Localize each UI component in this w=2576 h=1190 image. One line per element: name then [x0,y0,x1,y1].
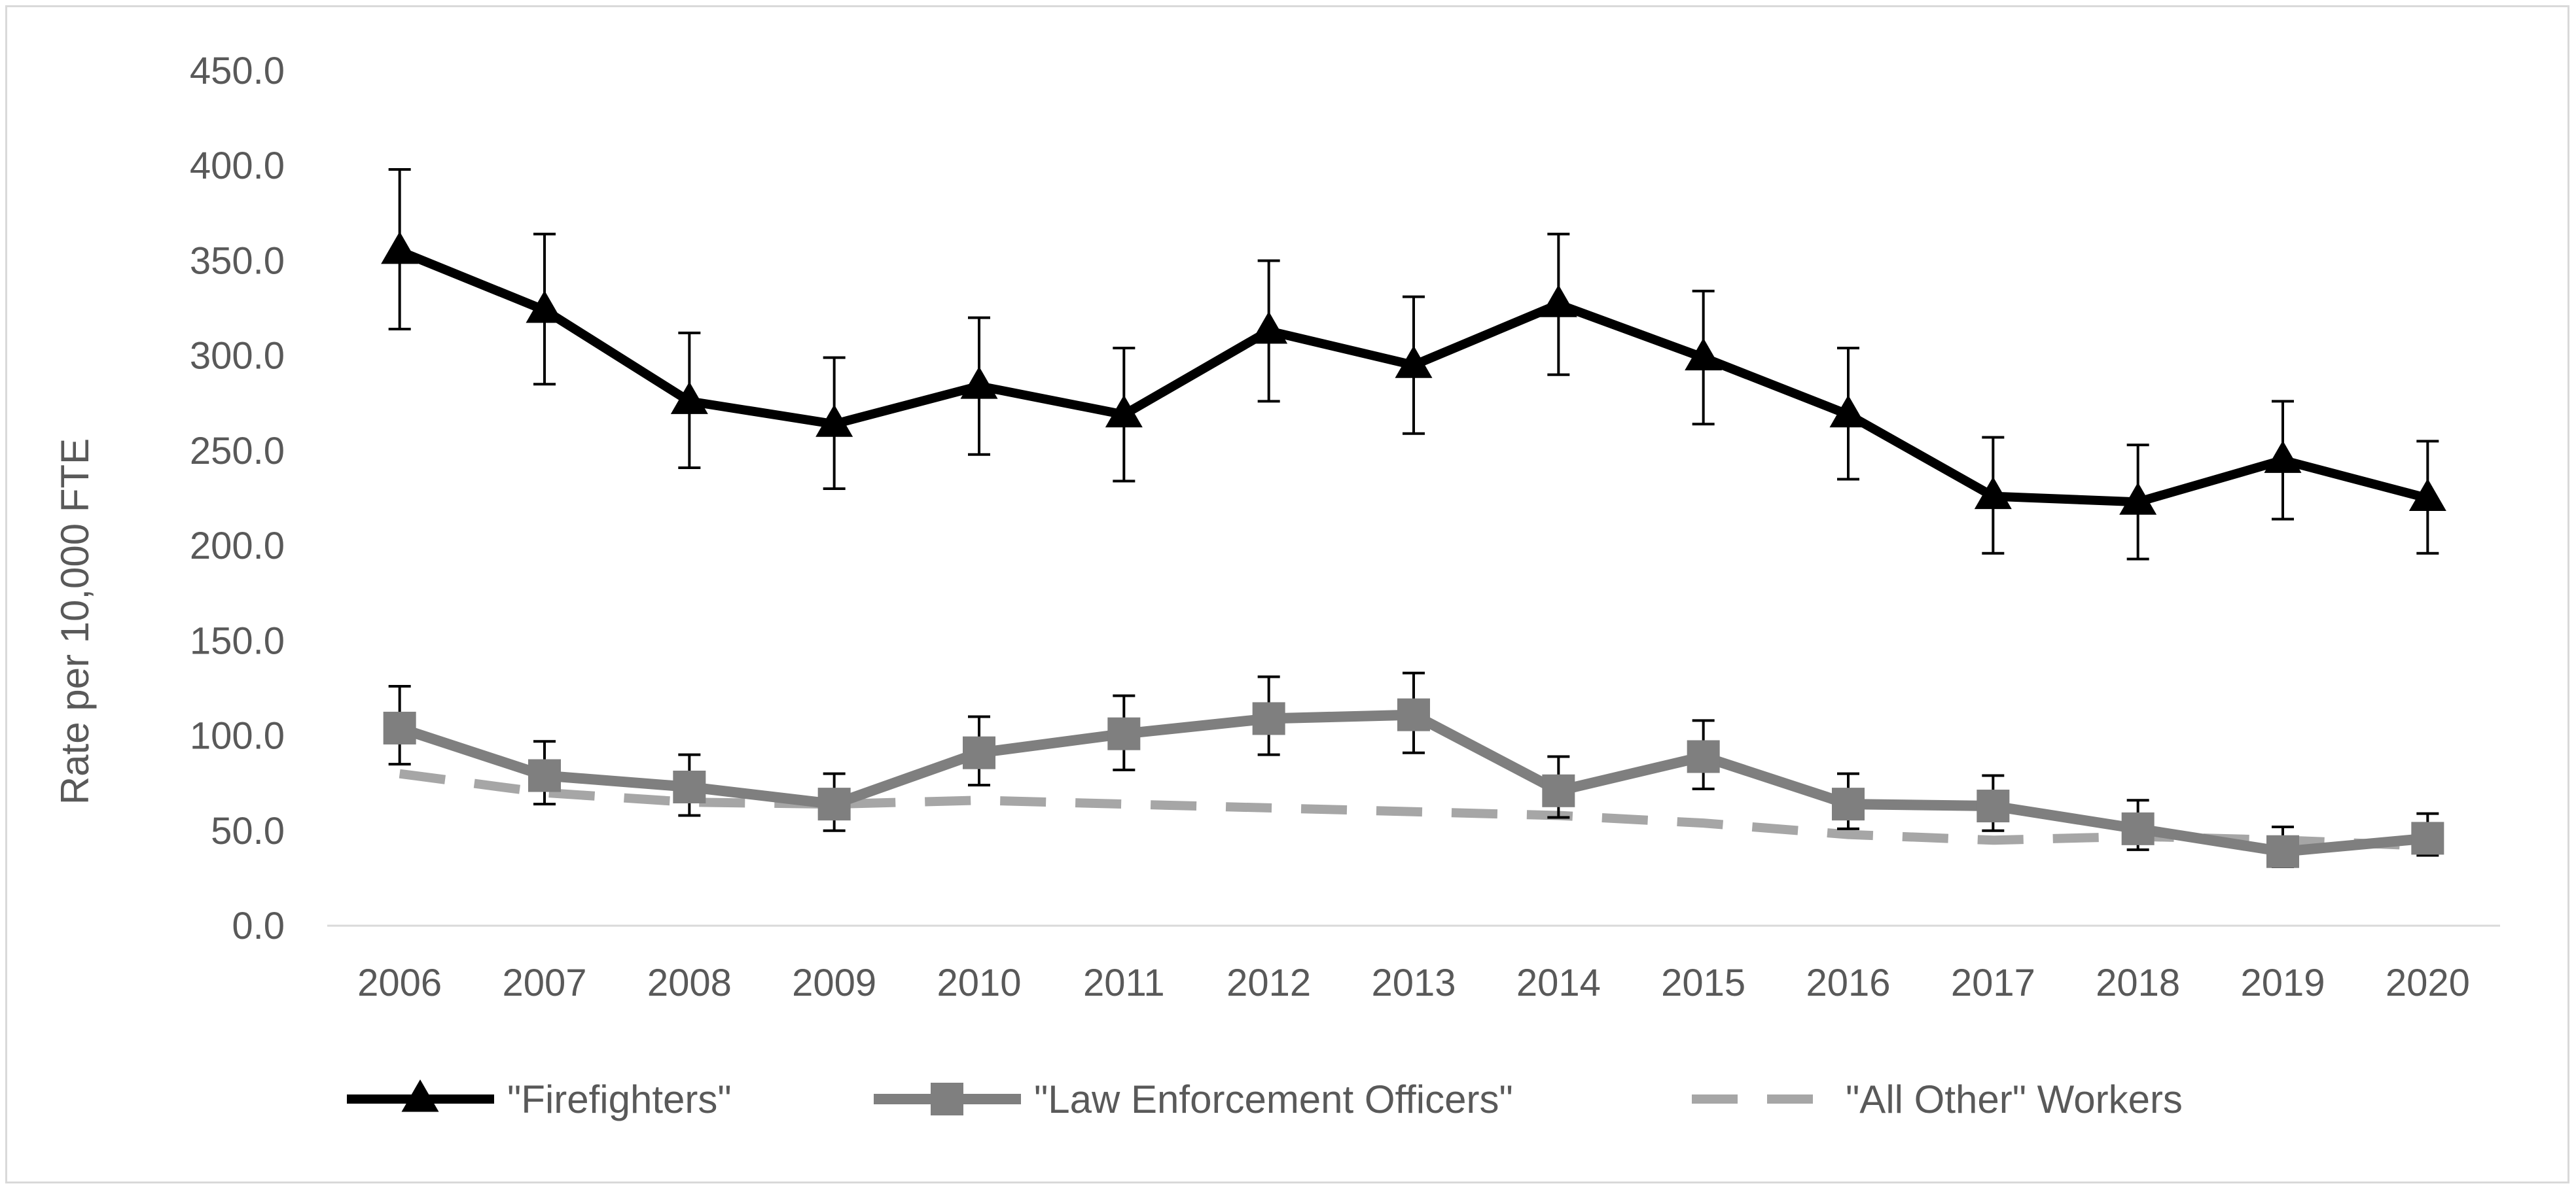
data-point [1250,311,1288,344]
data-point [2264,440,2302,473]
data-point [1542,774,1575,807]
legend-label: "Firefighters" [507,1077,732,1121]
data-point [815,404,853,437]
data-point [817,788,851,821]
y-tick-label: 50.0 [211,810,285,852]
data-point [1829,394,1867,428]
x-tick-label: 2006 [357,962,442,1004]
x-tick-label: 2012 [1226,962,1311,1004]
x-tick-label: 2018 [2096,962,2180,1004]
data-point [963,736,995,769]
data-point [1252,702,1285,735]
data-point [1974,476,2012,510]
y-tick-label: 300.0 [190,335,285,377]
x-tick-label: 2011 [1083,962,1165,1004]
x-tick-label: 2014 [1516,962,1601,1004]
data-point [1832,788,1865,821]
y-tick-label: 400.0 [190,145,285,187]
y-tick-label: 100.0 [190,715,285,758]
x-tick-label: 2009 [792,962,876,1004]
data-point [2266,835,2299,868]
chart-frame [5,5,2569,1183]
data-point [1395,345,1433,378]
y-tick-label: 250.0 [190,430,285,472]
y-tick-label: 200.0 [190,525,285,567]
x-tick-label: 2020 [2386,962,2470,1004]
y-axis-title: Rate per 10,000 FTE [53,438,97,805]
series-1 [383,671,2444,868]
data-point [2411,822,2444,855]
plot-area [381,168,2446,868]
legend-item-1: "Law Enforcement Officers" [874,1077,1513,1121]
data-point [526,290,564,323]
y-tick-label: 350.0 [190,239,285,282]
data-point [1977,790,2010,823]
data-point [1397,698,1430,731]
x-tick-label: 2019 [2240,962,2325,1004]
x-tick-label: 2017 [1951,962,2035,1004]
data-point [1105,394,1143,428]
x-tick-label: 2010 [937,962,1021,1004]
data-point [383,711,416,744]
data-point [1107,717,1141,750]
data-point [673,770,706,803]
data-point [2119,482,2157,515]
legend-marker [401,1079,439,1112]
data-point [1539,285,1577,317]
legend-marker [931,1083,963,1115]
data-point [528,759,561,792]
y-tick-label: 0.0 [232,905,285,947]
x-tick-label: 2016 [1806,962,1890,1004]
legend-item-2: "All Other" Workers [1692,1077,2183,1121]
x-tick-label: 2008 [647,962,732,1004]
data-point [2408,478,2446,511]
y-tick-label: 150.0 [190,620,285,662]
data-point [960,366,998,399]
x-tick-label: 2013 [1371,962,1456,1004]
data-point [2121,812,2155,845]
data-point [670,381,708,414]
legend-item-0: "Firefighters" [347,1077,732,1121]
x-axis-ticks: 2006 2007 2008 2009 2010 2011 2012 2013 2014 2015… [357,962,2470,1004]
series-0 [381,168,2446,561]
series-2 [399,769,2428,851]
y-axis-ticks: 0.0 50.0 100.0 150.0 200.0 250.0 300.0 350.0 400… [190,50,285,947]
legend: "Firefighters" "Law Enforcement Officers"… [347,1077,2183,1121]
legend-label: "Law Enforcement Officers" [1034,1077,1513,1121]
series-line [399,769,2428,851]
data-point [1685,338,1723,371]
data-point [1687,740,1720,773]
legend-label: "All Other" Workers [1846,1077,2183,1121]
y-tick-label: 450.0 [190,50,285,92]
x-tick-label: 2015 [1661,962,1745,1004]
data-point [381,231,419,264]
x-tick-label: 2007 [502,962,586,1004]
